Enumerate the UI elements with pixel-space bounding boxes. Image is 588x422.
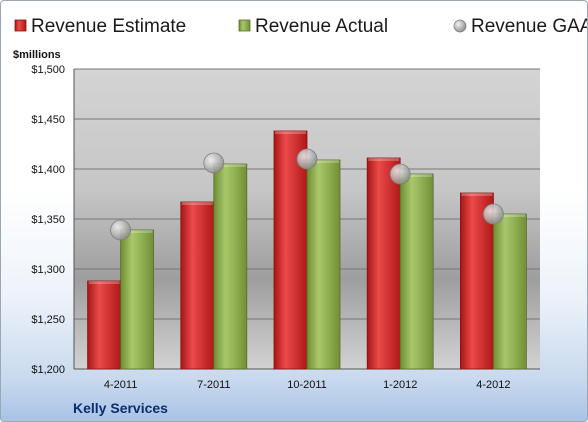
bar-revenue-estimate (180, 201, 215, 370)
gaap-marker (110, 219, 131, 241)
bar-revenue-actual (306, 159, 341, 370)
y-axis-ticks: $1,200 $1,250 $1,300 $1,350 $1,400 $1,450 $1,5… (31, 64, 65, 376)
bar-revenue-estimate (366, 157, 401, 370)
gaap-marker (482, 203, 504, 225)
bar-top-highlight (214, 164, 246, 167)
legend-swatch (238, 19, 251, 32)
bar-top-highlight (88, 281, 120, 284)
x-category-label: 10-2011 (287, 379, 327, 391)
y-tick-label: $1,400 (31, 164, 65, 176)
bar-top-highlight (494, 214, 526, 217)
y-tick-label: $1,250 (31, 314, 65, 326)
bar-top-highlight (121, 230, 153, 233)
bar-top-highlight (368, 158, 400, 161)
gaap-marker (389, 163, 411, 185)
bar-revenue-actual (213, 163, 248, 370)
bar-revenue-actual (399, 173, 434, 370)
bar-top-highlight (401, 174, 433, 177)
y-tick-label: $1,300 (31, 264, 65, 276)
y-tick-label: $1,350 (31, 214, 65, 226)
legend-swatch (14, 19, 27, 32)
bar-top-highlight (461, 193, 493, 196)
bar-top-highlight (308, 160, 339, 163)
x-category-label: 1-2012 (383, 379, 417, 391)
bar-revenue-estimate (87, 280, 121, 370)
y-tick-label: $1,500 (31, 64, 65, 76)
bar-revenue-actual (492, 213, 527, 370)
y-tick-label: $1,200 (31, 364, 65, 376)
y-axis-unit-label: $millions (13, 49, 61, 61)
bar-top-highlight (181, 202, 213, 205)
legend: Revenue Estimate Revenue Actual Revenue GA… (14, 16, 588, 37)
y-tick-label: $1,450 (31, 114, 65, 126)
legend-label: Revenue GAAP (471, 16, 588, 37)
gaap-marker (296, 148, 318, 170)
bar-top-highlight (275, 131, 306, 134)
legend-label: Revenue Estimate (31, 16, 186, 37)
x-category-label: 4-2011 (104, 379, 137, 391)
gaap-markers-group (110, 148, 504, 241)
x-category-label: 4-2012 (476, 379, 510, 391)
gaap-marker (203, 152, 225, 174)
bar-revenue-actual (120, 229, 154, 370)
bar-revenue-estimate (273, 130, 308, 370)
x-category-label: 7-2011 (197, 379, 230, 391)
legend-label: Revenue Actual (255, 16, 388, 37)
legend-swatch (453, 19, 467, 33)
x-axis-categories: 4-2011 7-2011 10-2011 1-2012 4-2012 (104, 379, 511, 391)
company-name: Kelly Services (73, 400, 168, 416)
